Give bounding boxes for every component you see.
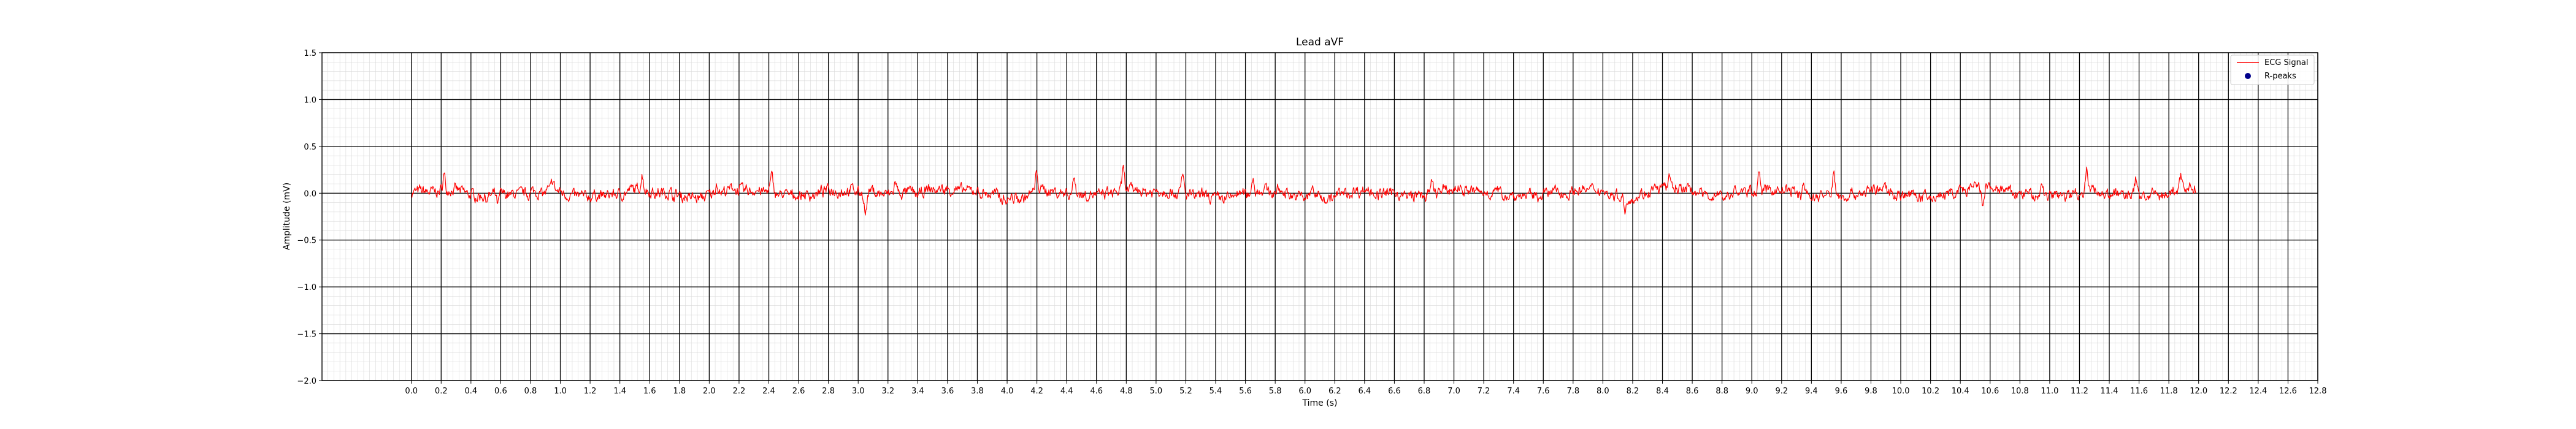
x-tick-label: 11.8 [2160,387,2178,396]
x-tick-label: 12.4 [2249,387,2267,396]
x-tick-label: 8.8 [1715,387,1728,396]
x-tick-label: 4.4 [1060,387,1073,396]
x-axis-label: Time (s) [1302,398,1338,408]
y-tick-label: −1.0 [297,283,316,292]
x-tick-label: 7.8 [1566,387,1579,396]
plot-frame [321,52,2318,381]
x-tick-label: 2.8 [822,387,835,396]
x-tick-label: 12.8 [2309,387,2327,396]
x-tick-label: 10.2 [1922,387,1939,396]
x-tick-label: 9.4 [1805,387,1818,396]
x-tick-label: 7.6 [1537,387,1550,396]
chart-title: Lead aVF [1296,36,1344,48]
x-tick-label: 5.8 [1269,387,1282,396]
ecg-signal-series [411,164,2196,216]
x-tick-label: 1.8 [673,387,686,396]
x-tick-label: 5.6 [1239,387,1252,396]
x-tick-label: 1.2 [584,387,597,396]
x-tick-label: 3.8 [971,387,984,396]
x-tick-label: 12.0 [2190,387,2207,396]
x-tick-label: 6.0 [1298,387,1311,396]
x-tick-label: 11.4 [2101,387,2118,396]
x-tick-label: 6.4 [1359,387,1371,396]
x-tick-label: 3.6 [941,387,954,396]
x-tick-label: 0.6 [494,387,507,396]
x-tick-label: 7.2 [1478,387,1490,396]
y-tick-label: 1.5 [304,49,316,58]
x-tick-label: 4.6 [1090,387,1103,396]
x-tick-label: 9.8 [1865,387,1877,396]
x-tick-label: 11.2 [2071,387,2088,396]
x-tick-label: 5.0 [1150,387,1163,396]
x-tick-label: 11.6 [2130,387,2148,396]
x-tick-label: 2.6 [792,387,805,396]
x-tick-label: 9.6 [1835,387,1848,396]
x-tick-label: 10.8 [2011,387,2029,396]
x-tick-label: 12.6 [2279,387,2297,396]
x-tick-label: 1.0 [554,387,567,396]
x-tick-label: 10.0 [1892,387,1910,396]
x-tick-label: 4.0 [1001,387,1014,396]
y-tick-label: 1.0 [304,96,316,105]
x-tick-label: 8.0 [1597,387,1609,396]
x-tick-label: 9.0 [1746,387,1758,396]
ecg-signal-line [411,164,2196,216]
x-tick-label: 2.4 [762,387,775,396]
x-tick-label: 2.0 [703,387,716,396]
minor-grid [321,52,2318,381]
x-tick-label: 2.2 [733,387,746,396]
x-tick-label: 3.4 [911,387,924,396]
y-tick-label: −1.5 [297,330,316,340]
legend: ECG Signal R-peaks [2230,55,2315,85]
x-tick-label: 0.0 [405,387,418,396]
x-tick-label: 10.4 [1952,387,1969,396]
y-tick-label: −2.0 [297,377,316,386]
x-tick-label: 6.2 [1328,387,1341,396]
legend-label-ecg-signal: ECG Signal [2264,58,2308,67]
x-tick-label: 4.8 [1120,387,1133,396]
x-tick-label: 0.8 [524,387,537,396]
x-tick-label: 9.2 [1775,387,1788,396]
legend-marker-swatch [2245,73,2251,79]
x-tick-label: 7.0 [1447,387,1460,396]
x-tick-label: 1.6 [643,387,656,396]
x-tick-label: 7.4 [1507,387,1520,396]
x-tick-label: 0.4 [464,387,477,396]
x-tick-label: 12.2 [2220,387,2237,396]
x-tick-label: 1.4 [613,387,626,396]
y-tick-label: 0.0 [304,189,316,199]
legend-label-r-peaks: R-peaks [2264,72,2296,81]
x-tick-label: 8.6 [1686,387,1699,396]
y-tick-label: 0.5 [304,143,316,152]
y-axis-label: Amplitude (mV) [282,183,292,250]
x-tick-label: 3.0 [852,387,865,396]
x-tick-label: 4.2 [1030,387,1043,396]
x-tick-label: 3.2 [881,387,894,396]
x-tick-label: 5.4 [1209,387,1222,396]
y-tick-label: −0.5 [297,237,316,246]
x-tick-label: 8.4 [1656,387,1669,396]
x-tick-label: 8.2 [1627,387,1639,396]
x-tick-label: 5.2 [1179,387,1192,396]
x-tick-label: 10.6 [1981,387,1999,396]
x-tick-label: 0.2 [435,387,448,396]
x-tick-label: 11.0 [2041,387,2058,396]
x-tick-label: 6.6 [1388,387,1401,396]
x-tick-label: 6.8 [1418,387,1431,396]
axis-ticks: 0.0 0.2 0.4 0.6 0.8 1.0 1.2 1.4 1.6 1.8 2.0 2.2 2.4 2… [297,49,2326,396]
